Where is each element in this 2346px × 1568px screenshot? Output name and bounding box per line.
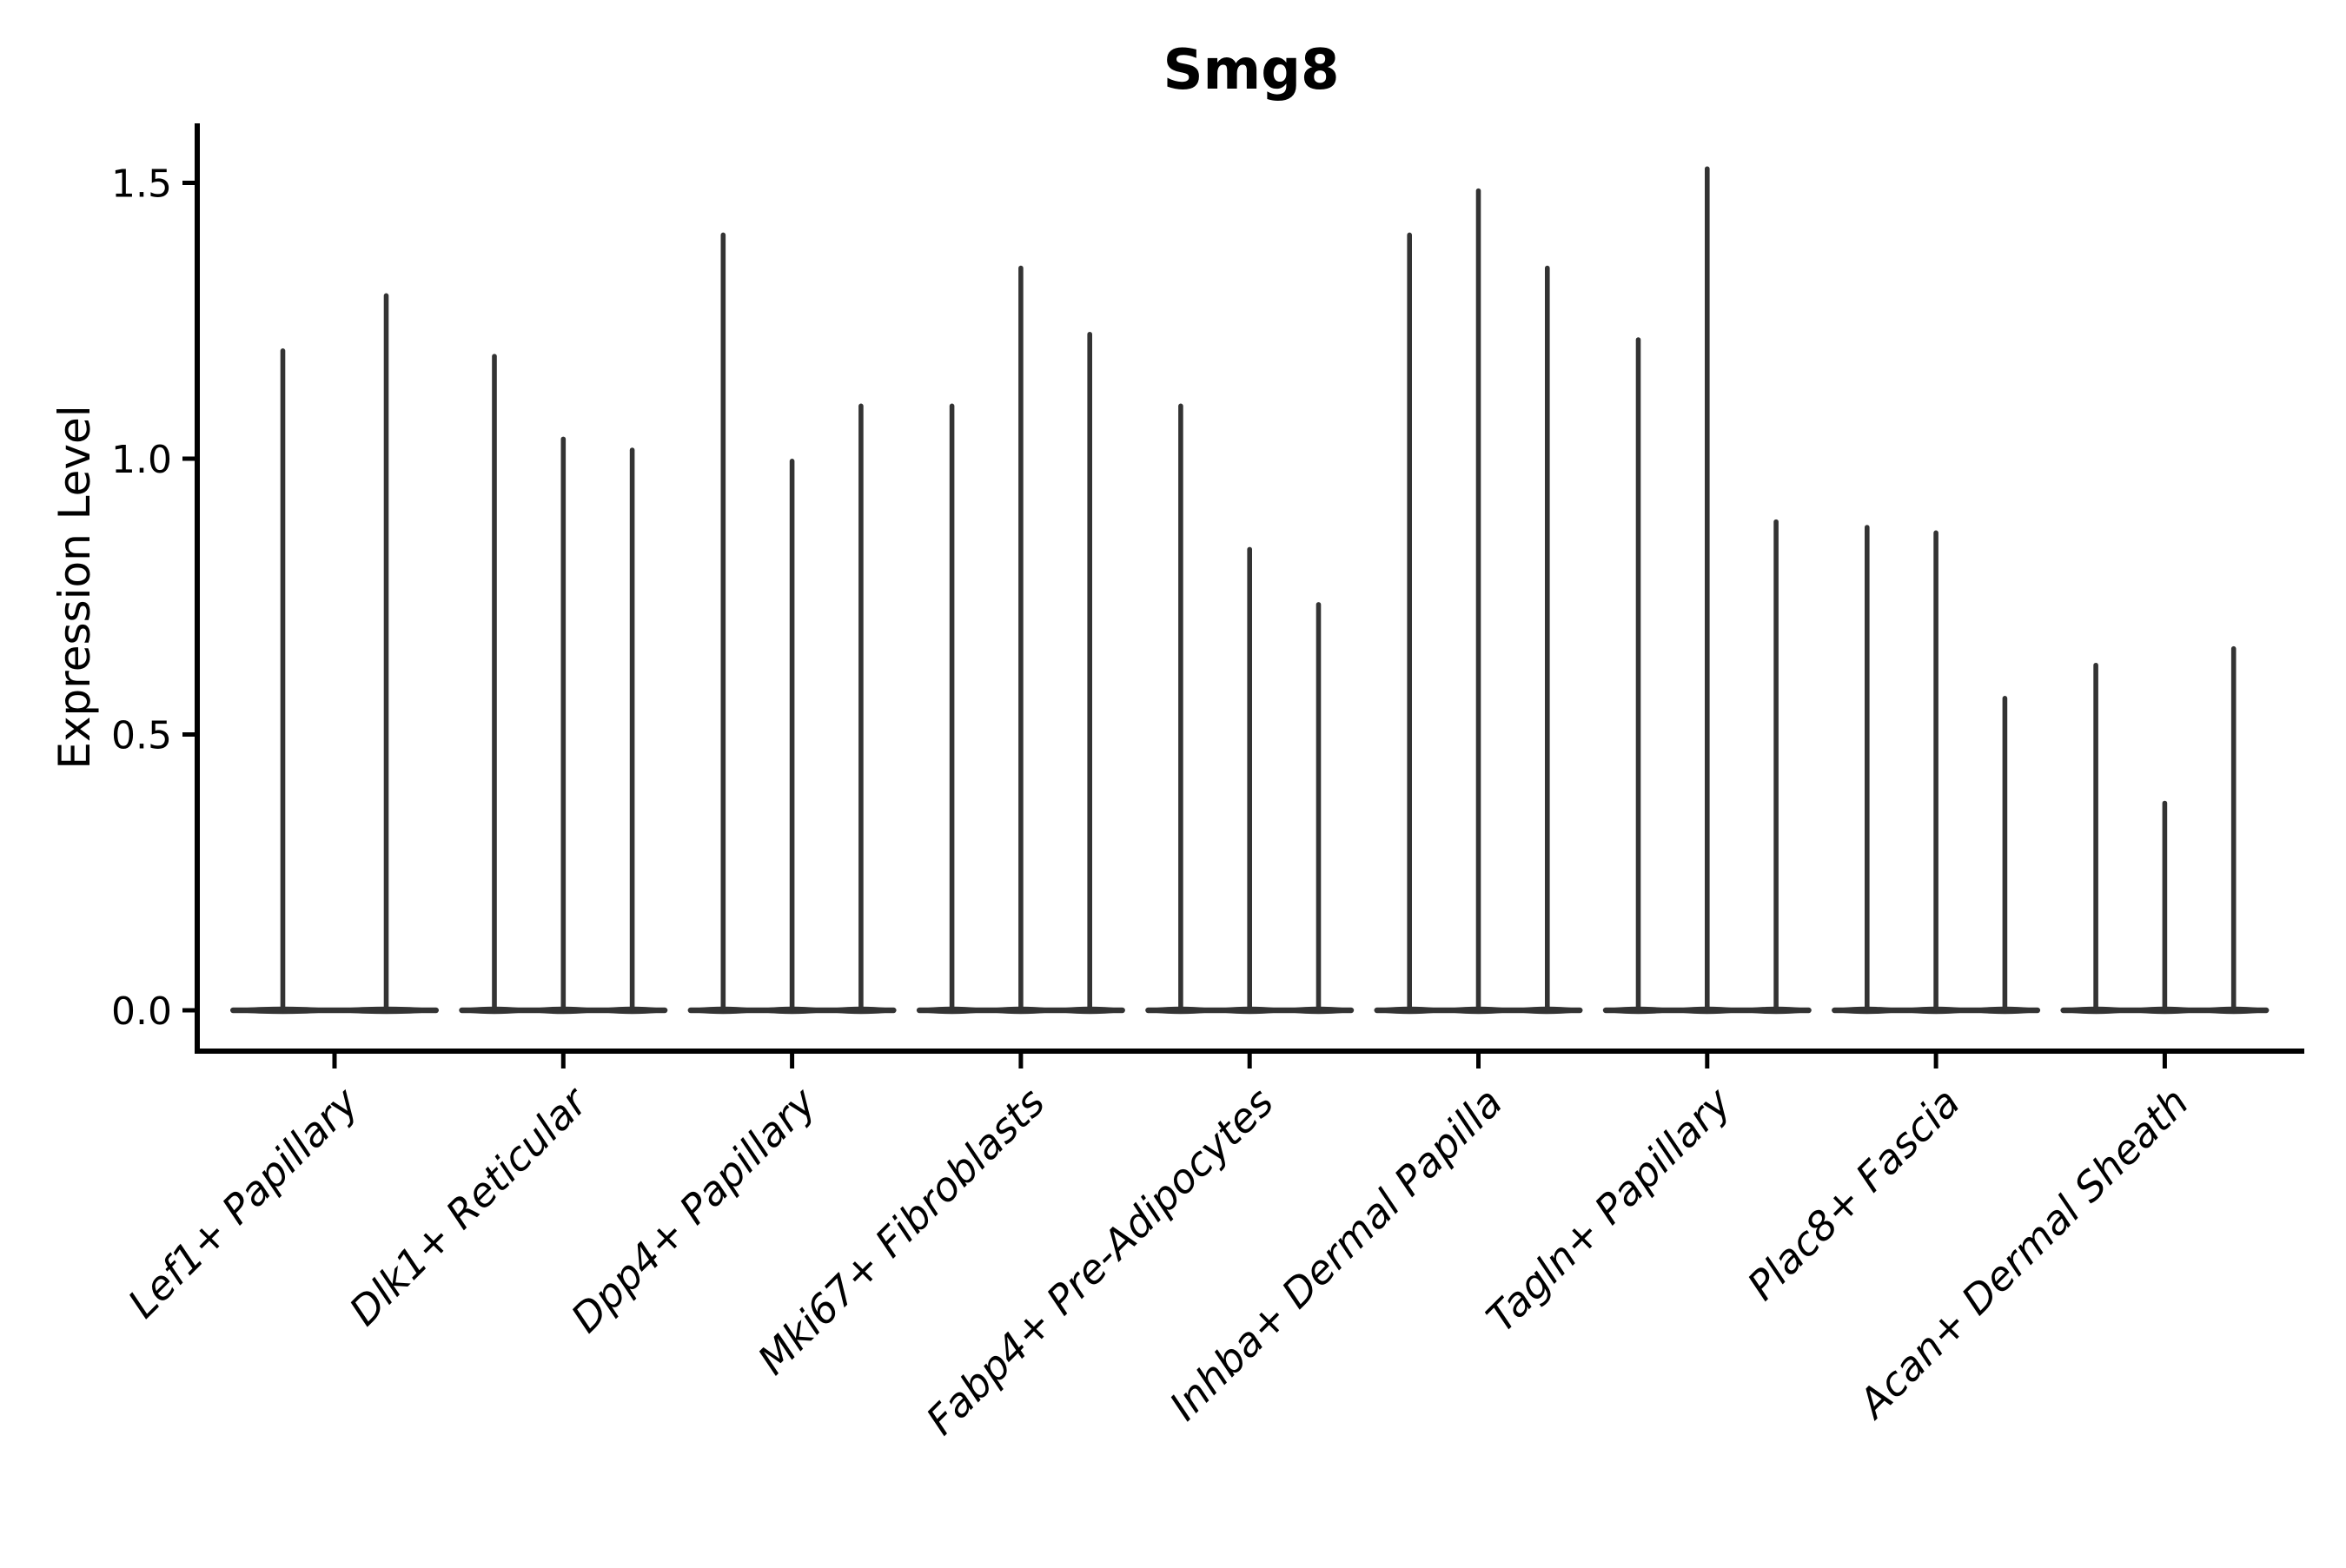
violin-spike bbox=[2230, 645, 2237, 1012]
x-category-label-dpp4-papillary: Dpp4+ Papillary bbox=[562, 1078, 825, 1341]
y-tick-label-1.0: 1.0 bbox=[111, 438, 172, 482]
x-category-label-dlk1-reticular: Dlk1+ Reticular bbox=[340, 1076, 598, 1334]
x-tick-marks bbox=[332, 1051, 2167, 1068]
x-category-label-plac8-fascia: Plac8+ Fascia bbox=[1738, 1079, 1968, 1309]
violin-spike bbox=[629, 447, 635, 1012]
violin-spike bbox=[2162, 800, 2168, 1012]
y-tick-labels: 0.0 0.5 1.0 1.5 bbox=[111, 162, 172, 1035]
violin-spike bbox=[1407, 232, 1412, 1012]
violin-group bbox=[1145, 403, 1355, 1015]
violin-group bbox=[1832, 525, 2041, 1015]
y-tick-label-0: 0.0 bbox=[111, 989, 172, 1034]
violin-spike bbox=[2093, 662, 2098, 1012]
y-tick-marks bbox=[182, 181, 197, 1013]
violin-spike bbox=[1865, 525, 1870, 1012]
violin-spike bbox=[789, 459, 795, 1012]
violin-spike bbox=[492, 354, 497, 1013]
violin-spike bbox=[2002, 696, 2008, 1012]
violin-spike bbox=[949, 403, 955, 1012]
violin-group bbox=[687, 232, 897, 1015]
violin-spike bbox=[1773, 519, 1779, 1012]
y-axis-label: Expression Level bbox=[50, 405, 100, 769]
violin-spike bbox=[858, 403, 864, 1012]
violin-group bbox=[230, 293, 439, 1015]
violin-spike bbox=[1705, 166, 1710, 1012]
violin-spike bbox=[383, 293, 389, 1012]
violin-spike bbox=[1635, 337, 1641, 1012]
violin-spike bbox=[1475, 188, 1481, 1013]
violin-spike bbox=[560, 436, 567, 1013]
x-category-label-lef1-papillary: Lef1+ Papillary bbox=[119, 1078, 368, 1327]
x-category-labels: Lef1+ Papillary Dlk1+ Reticular Dpp4+ Pa… bbox=[119, 1076, 2197, 1444]
violins-layer bbox=[230, 166, 2270, 1015]
violin-spike bbox=[720, 232, 726, 1012]
x-category-label-tagln-papillary: Tagln+ Papillary bbox=[1477, 1078, 1740, 1341]
violin-spike bbox=[1545, 265, 1550, 1012]
violin-group bbox=[2060, 645, 2270, 1015]
violin-spike bbox=[1018, 265, 1024, 1012]
chart-title: Smg8 bbox=[1163, 38, 1339, 103]
violin-spike bbox=[1315, 602, 1322, 1012]
violin-group bbox=[1602, 166, 1812, 1015]
violin-group bbox=[1374, 188, 1583, 1015]
violin-spike bbox=[1247, 546, 1252, 1012]
violin-group bbox=[916, 265, 1125, 1015]
y-tick-label-0.5: 0.5 bbox=[111, 714, 172, 758]
y-tick-label-1.5: 1.5 bbox=[111, 162, 172, 207]
violin-spike bbox=[280, 348, 286, 1012]
violin-spike bbox=[1087, 331, 1092, 1012]
violin-spike bbox=[1178, 403, 1183, 1012]
violin-spike bbox=[1933, 530, 1938, 1012]
violin-group bbox=[459, 354, 668, 1015]
